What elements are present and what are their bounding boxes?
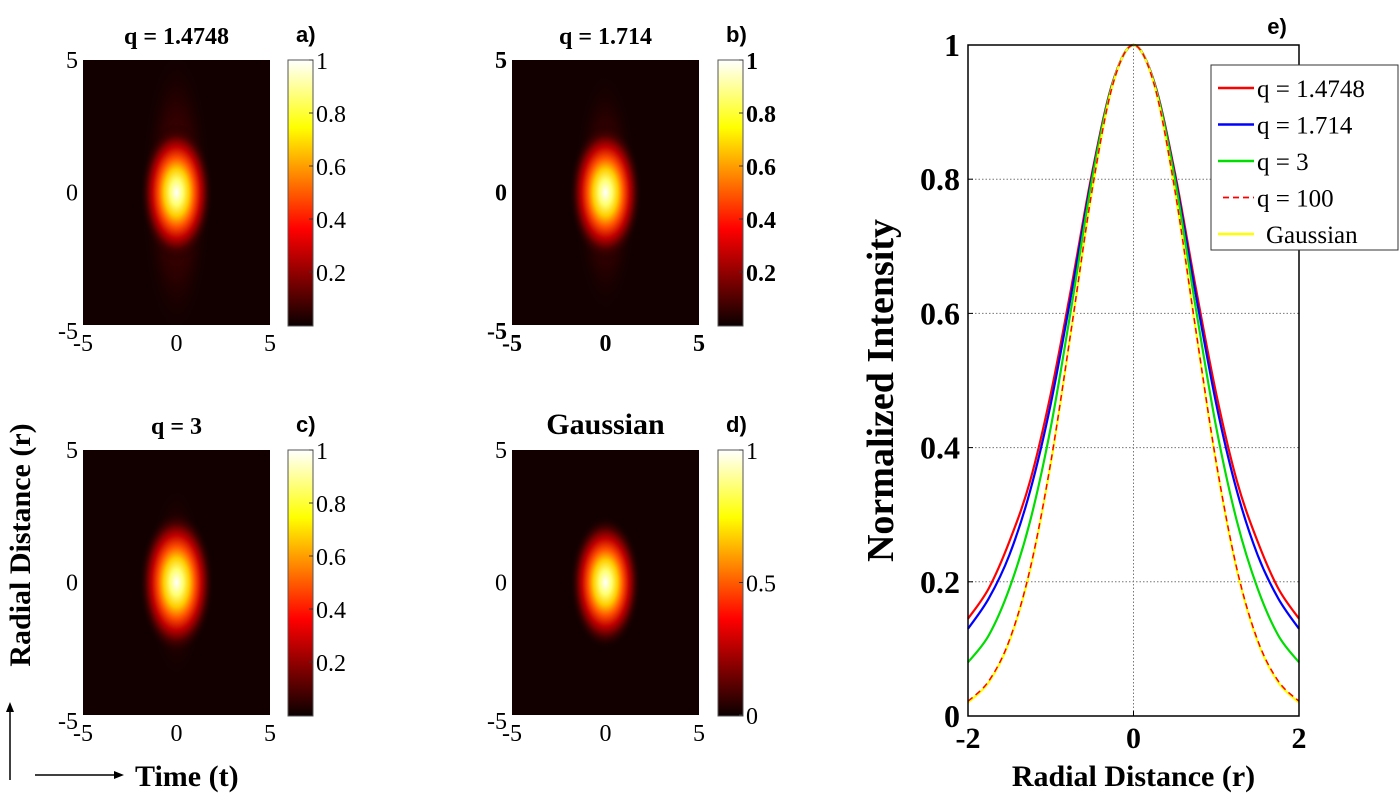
x-tick-label: -5: [502, 721, 522, 747]
panel-label: a): [296, 22, 316, 47]
x-tick-label: -2: [956, 722, 981, 755]
colorbar-tick-label: 0.2: [316, 261, 346, 287]
heatmap-peak: [569, 123, 642, 262]
shared-xlabel: Time (t): [135, 760, 239, 793]
x-arrow-head-icon: [114, 771, 124, 779]
y-tick-label: 1: [944, 27, 960, 63]
colorbar-tick-label: 0.8: [316, 102, 346, 128]
x-tick-label: 5: [264, 721, 276, 747]
panel-label: c): [296, 412, 316, 437]
x-tick-label: 5: [693, 331, 705, 357]
y-tick-label: 0: [66, 181, 78, 207]
y-tick-label: -5: [487, 319, 507, 345]
y-tick-label: -5: [487, 709, 507, 735]
heatmap-panel-b: q = 1.714 b) -5 0 5 5 0 -5 1 0.8 0.6 0.4 0.2: [487, 22, 776, 357]
colorbar-tick-label: 0.2: [746, 261, 776, 287]
series-line-q-100: [967, 44, 1300, 702]
x-tick-label: 0: [600, 331, 612, 357]
y-tick-label: 0.6: [920, 295, 960, 331]
y-tick-label: 0.4: [920, 430, 960, 466]
colorbar-tick-label: 0.4: [316, 208, 346, 234]
y-tick-label: 5: [66, 48, 78, 74]
x-tick-label: 0: [600, 721, 612, 747]
heatmap-peak: [139, 510, 214, 655]
heatmap-panels: q = 1.4748 a)-5 0 550-510.80.60.40.2q = 1.7…: [58, 22, 776, 747]
x-axis-label: Radial Distance (r): [1012, 760, 1255, 793]
colorbar-tick-label: 0.6: [746, 155, 776, 181]
x-tick-label: -5: [73, 721, 93, 747]
heatmap-title: q = 1.714: [559, 24, 652, 50]
legend-box: [1210, 64, 1399, 251]
heatmap-panel-c: q = 3 c) -5 0 5 5 0 -5 1 0.8 0.6 0.4 0.2: [58, 412, 346, 747]
y-axis-label: Normalized Intensity: [860, 219, 902, 562]
colorbar-tick-label: 0.4: [746, 208, 776, 234]
legend: q = 1.4748 q = 1.714 q = 3 q = 100 Gaussian: [1210, 64, 1399, 251]
panel-label: d): [726, 412, 747, 437]
colorbar-tick-label: 0.8: [316, 492, 346, 518]
colorbar: [717, 59, 744, 327]
colorbar-tick-label: 0: [746, 704, 758, 730]
legend-entry: q = 3: [1218, 149, 1309, 176]
colorbar-tick-label: 0.2: [316, 651, 346, 677]
legend-label: q = 1.714: [1257, 113, 1353, 140]
shared-x-axis-label: Time (t): [35, 760, 239, 793]
heatmap-peak: [569, 516, 642, 649]
x-tick-label: 5: [264, 331, 276, 357]
heatmap-title: Gaussian: [546, 408, 665, 441]
y-tick-label: 5: [495, 48, 507, 74]
y-tick-label: 5: [66, 438, 78, 464]
legend-entry: q = 1.714: [1218, 113, 1353, 140]
panel-label: e): [1267, 14, 1287, 39]
y-tick-label: -5: [58, 709, 78, 735]
colorbar: [717, 449, 744, 717]
colorbar-tick-label: 0.5: [746, 572, 776, 598]
y-tick-label: 0: [944, 698, 960, 734]
y-tick-label: 0: [66, 571, 78, 597]
heatmap-panel-a: q = 1.4748 a) -5 0 5 5 0 -5 1 0.8 0.6 0.4 0.2: [58, 22, 346, 357]
legend-label: q = 1.4748: [1257, 76, 1365, 103]
x-tick-label: 0: [1126, 722, 1141, 755]
colorbar: [287, 59, 314, 327]
shared-y-axis-label: Radial Distance (r): [4, 423, 37, 780]
legend-entry: q = 1.4748: [1218, 76, 1365, 103]
x-tick-label: -5: [502, 331, 522, 357]
heatmap-peak: [140, 123, 213, 262]
colorbar: [287, 449, 314, 717]
legend-label: q = 3: [1257, 149, 1309, 176]
colorbar-tick-label: 0.6: [316, 545, 346, 571]
panel-label: b): [726, 22, 747, 47]
x-tick-label: -5: [73, 331, 93, 357]
legend-label: q = 100: [1257, 186, 1334, 213]
y-tick-label: 0: [495, 181, 507, 207]
y-tick-label: 0.8: [920, 161, 960, 197]
legend-entry: q = 100: [1223, 186, 1334, 213]
colorbar-tick-label: 0.8: [746, 102, 776, 128]
x-tick-label: 5: [693, 721, 705, 747]
colorbar-tick-label: 0.6: [316, 155, 346, 181]
y-tick-label: -5: [58, 319, 78, 345]
colorbar-tick-label: 1: [746, 49, 758, 75]
y-tick-label: 0: [495, 571, 507, 597]
heatmap-panel-d: Gaussian d) -5 0 5 5 0 -5 1 0.5 0: [487, 408, 776, 747]
y-tick-label: 5: [495, 438, 507, 464]
x-tick-label: 0: [171, 721, 183, 747]
x-tick-label: 0: [171, 331, 183, 357]
colorbar-tick-label: 1: [746, 439, 758, 465]
heatmap-title: q = 3: [151, 414, 202, 440]
colorbar-tick-label: 1: [316, 439, 328, 465]
colorbar-tick-label: 1: [316, 49, 328, 75]
y-tick-label: 0.2: [920, 564, 960, 600]
colorbar-tick-label: 0.4: [316, 598, 346, 624]
y-arrow-head-icon: [6, 702, 14, 712]
shared-ylabel: Radial Distance (r): [4, 423, 37, 666]
heatmap-title: q = 1.4748: [124, 24, 229, 50]
x-tick-label: 2: [1292, 722, 1307, 755]
legend-entry: Gaussian: [1218, 222, 1358, 249]
legend-label: Gaussian: [1266, 222, 1358, 249]
